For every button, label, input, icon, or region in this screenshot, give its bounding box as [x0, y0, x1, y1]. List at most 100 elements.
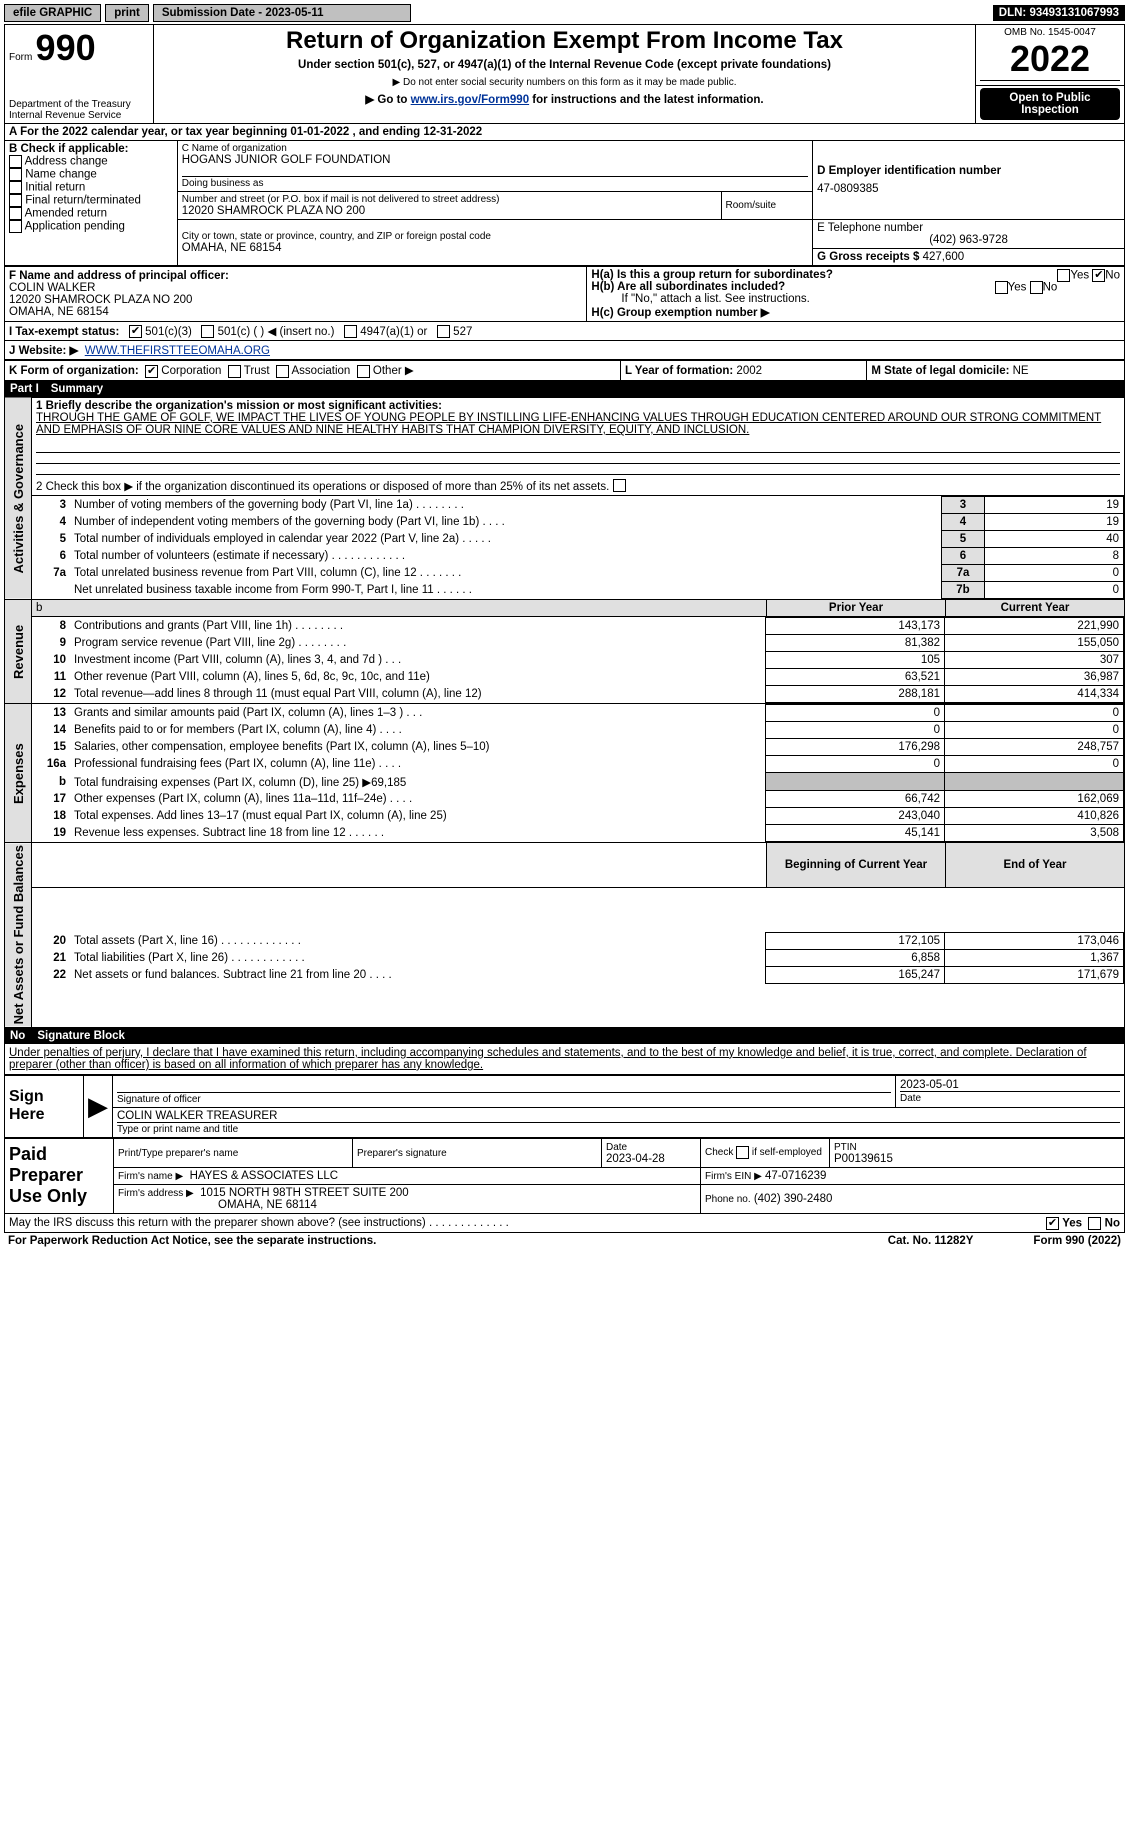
table-row: 7aTotal unrelated business revenue from … — [32, 565, 1124, 582]
i-o2: 501(c) ( ) ◀ (insert no.) — [218, 326, 335, 338]
i-label: I Tax-exempt status: — [9, 326, 119, 338]
org-name: HOGANS JUNIOR GOLF FOUNDATION — [182, 154, 808, 166]
officer-addr1: 12020 SHAMROCK PLAZA NO 200 — [9, 294, 582, 306]
cb-may-yes[interactable] — [1046, 1217, 1059, 1230]
table-row: 5Total number of individuals employed in… — [32, 531, 1124, 548]
cb-may-no[interactable] — [1088, 1217, 1101, 1230]
dln: DLN: 93493131067993 — [993, 5, 1125, 21]
cb-hb-yes[interactable] — [995, 281, 1008, 294]
g-label: G Gross receipts $ — [817, 251, 919, 263]
exp-rows: 13Grants and similar amounts paid (Part … — [32, 704, 1124, 842]
firm-addr2: OMAHA, NE 68114 — [218, 1199, 317, 1211]
cb-527[interactable] — [437, 325, 450, 338]
irs-label: Internal Revenue Service — [9, 110, 149, 121]
open-public: Open to Public Inspection — [980, 88, 1120, 120]
table-row: 22Net assets or fund balances. Subtract … — [32, 966, 1124, 983]
cb-q2[interactable] — [613, 479, 626, 492]
firm-name: HAYES & ASSOCIATES LLC — [190, 1170, 339, 1182]
b-item-0: Address change — [25, 156, 108, 168]
goto-link[interactable]: www.irs.gov/Form990 — [411, 94, 529, 106]
hb-label: H(b) Are all subordinates included? — [591, 281, 785, 293]
cb-application[interactable] — [9, 220, 22, 233]
cb-other[interactable] — [357, 365, 370, 378]
table-row: 6Total number of volunteers (estimate if… — [32, 548, 1124, 565]
table-row: 14Benefits paid to or for members (Part … — [32, 722, 1124, 739]
hb-note: If "No," attach a list. See instructions… — [591, 293, 1120, 305]
cb-name-change[interactable] — [9, 168, 22, 181]
cb-4947[interactable] — [344, 325, 357, 338]
cb-hb-no[interactable] — [1030, 281, 1043, 294]
ptin-l: PTIN — [834, 1142, 857, 1153]
cb-address-change[interactable] — [9, 155, 22, 168]
city: OMAHA, NE 68154 — [182, 242, 808, 254]
q2: 2 Check this box ▶ if the organization d… — [36, 481, 609, 493]
b-item-2: Initial return — [25, 182, 85, 194]
self-emp: Check if self-employed — [705, 1147, 822, 1158]
website-link[interactable]: WWW.THEFIRSTTEEOMAHA.ORG — [85, 345, 270, 357]
phone: (402) 963-9728 — [817, 234, 1120, 246]
hb-no: No — [1043, 282, 1058, 294]
year-formation: 2002 — [736, 365, 762, 377]
officer-name-title: COLIN WALKER TREASURER — [117, 1110, 1120, 1122]
form-label: Form — [9, 52, 32, 63]
efile-graphic-btn[interactable]: efile GRAPHIC — [4, 4, 101, 22]
sig-date-v: 2023-05-01 — [900, 1079, 1120, 1091]
sig-officer-l: Signature of officer — [117, 1094, 201, 1105]
tax-year: 2022 — [980, 38, 1120, 81]
cb-self-emp[interactable] — [736, 1146, 749, 1159]
cb-final-return[interactable] — [9, 194, 22, 207]
print-btn[interactable]: print — [105, 4, 149, 22]
cb-initial-return[interactable] — [9, 181, 22, 194]
firm-ein: 47-0716239 — [765, 1170, 826, 1182]
ein: 47-0809385 — [817, 183, 1120, 195]
side-na: Net Assets or Fund Balances — [5, 843, 32, 1027]
ptin: P00139615 — [834, 1153, 893, 1165]
cb-corp[interactable] — [145, 365, 158, 378]
table-row: 13Grants and similar amounts paid (Part … — [32, 705, 1124, 722]
k-o3: Association — [292, 365, 351, 377]
submission-date-btn[interactable]: Submission Date - 2023-05-11 — [153, 4, 411, 22]
b-sub: b — [32, 600, 767, 617]
b-item-1: Name change — [25, 169, 97, 181]
cb-trust[interactable] — [228, 365, 241, 378]
ag-rows: 3Number of voting members of the governi… — [32, 496, 1124, 599]
ssn-warning: ▶ Do not enter social security numbers o… — [158, 77, 971, 88]
part2-no: No — [10, 1030, 25, 1042]
mission: THROUGH THE GAME OF GOLF, WE IMPACT THE … — [36, 412, 1120, 436]
form-number: 990 — [36, 27, 96, 68]
sig-date-l: Date — [900, 1093, 921, 1104]
cb-assoc[interactable] — [276, 365, 289, 378]
l-label: L Year of formation: — [625, 365, 733, 377]
type-name-l: Type or print name and title — [117, 1124, 238, 1135]
part1-header: Part I Summary — [4, 381, 1125, 397]
goto-pre: ▶ Go to — [365, 94, 410, 106]
hc-label: H(c) Group exemption number ▶ — [591, 305, 1120, 319]
ha-no: No — [1105, 270, 1120, 282]
pt-name-l: Print/Type preparer's name — [118, 1148, 238, 1159]
k-o1: Corporation — [161, 365, 221, 377]
table-row: bTotal fundraising expenses (Part IX, co… — [32, 773, 1124, 791]
cb-501c[interactable] — [201, 325, 214, 338]
officer-name: COLIN WALKER — [9, 282, 582, 294]
officer-addr2: OMAHA, NE 68154 — [9, 306, 582, 318]
goto-post: for instructions and the latest informat… — [529, 94, 764, 106]
cb-ha-yes[interactable] — [1057, 269, 1070, 282]
table-row: 17Other expenses (Part IX, column (A), l… — [32, 791, 1124, 808]
sign-here: Sign Here — [5, 1075, 84, 1137]
e-label: E Telephone number — [817, 222, 1120, 234]
table-row: 20Total assets (Part X, line 16) . . . .… — [32, 932, 1124, 949]
cb-amended[interactable] — [9, 207, 22, 220]
form-subtitle: Under section 501(c), 527, or 4947(a)(1)… — [158, 59, 971, 71]
i-o1: 501(c)(3) — [145, 326, 192, 338]
table-row: 21Total liabilities (Part X, line 26) . … — [32, 949, 1124, 966]
cb-ha-no[interactable] — [1092, 269, 1105, 282]
dept-treasury: Department of the Treasury — [9, 99, 149, 110]
table-row: 8Contributions and grants (Part VIII, li… — [32, 618, 1124, 635]
line-a: A For the 2022 calendar year, or tax yea… — [4, 124, 1125, 140]
j-label: J Website: ▶ — [9, 345, 78, 357]
cb-501c3[interactable] — [129, 325, 142, 338]
boy-h: Beginning of Current Year — [767, 843, 946, 888]
table-row: 12Total revenue—add lines 8 through 11 (… — [32, 686, 1124, 703]
cat-no: Cat. No. 11282Y — [888, 1235, 974, 1247]
part2-title: Signature Block — [37, 1030, 125, 1042]
